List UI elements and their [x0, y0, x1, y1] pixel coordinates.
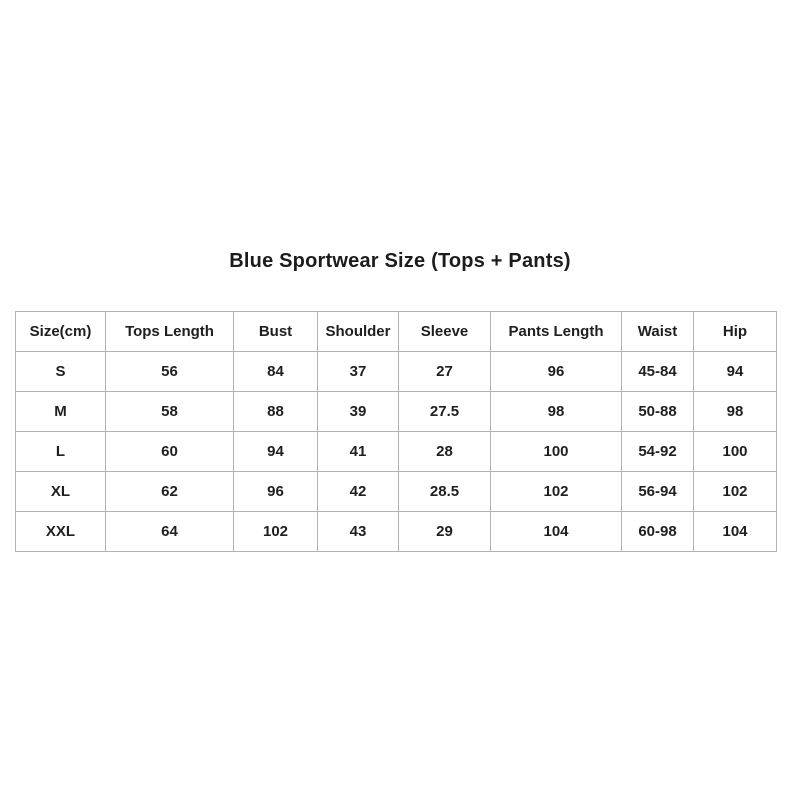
measurement-cell: 94	[233, 431, 318, 472]
measurement-cell: 45-84	[621, 351, 694, 392]
measurement-cell: 42	[317, 471, 399, 512]
column-header: Size(cm)	[15, 311, 106, 352]
measurement-cell: 104	[693, 511, 777, 552]
column-header: Bust	[233, 311, 318, 352]
measurement-cell: 62	[105, 471, 234, 512]
measurement-cell: 56	[105, 351, 234, 392]
measurement-cell: 29	[398, 511, 491, 552]
measurement-cell: 102	[693, 471, 777, 512]
column-header: Shoulder	[317, 311, 399, 352]
measurement-cell: 50-88	[621, 391, 694, 432]
table-row: L 60 94 41 28 100 54-92 100	[15, 431, 777, 472]
measurement-cell: 64	[105, 511, 234, 552]
table-row: XL 62 96 42 28.5 102 56-94 102	[15, 471, 777, 512]
measurement-cell: 37	[317, 351, 399, 392]
measurement-cell: 98	[693, 391, 777, 432]
size-chart-title: Blue Sportwear Size (Tops + Pants)	[229, 250, 571, 272]
measurement-cell: 54-92	[621, 431, 694, 472]
size-label-cell: L	[15, 431, 106, 472]
measurement-cell: 104	[490, 511, 622, 552]
measurement-cell: 28	[398, 431, 491, 472]
measurement-cell: 96	[490, 351, 622, 392]
measurement-cell: 27	[398, 351, 491, 392]
measurement-cell: 28.5	[398, 471, 491, 512]
measurement-cell: 56-94	[621, 471, 694, 512]
measurement-cell: 43	[317, 511, 399, 552]
measurement-cell: 96	[233, 471, 318, 512]
measurement-cell: 102	[233, 511, 318, 552]
table-header-row: Size(cm) Tops Length Bust Shoulder Sleeve Pan…	[15, 311, 777, 352]
measurement-cell: 100	[490, 431, 622, 472]
table-row: M 58 88 39 27.5 98 50-88 98	[15, 391, 777, 432]
measurement-cell: 60	[105, 431, 234, 472]
size-chart-table: Size(cm) Tops Length Bust Shoulder Sleeve Pan…	[15, 311, 777, 552]
size-label-cell: XXL	[15, 511, 106, 552]
size-label-cell: M	[15, 391, 106, 432]
size-label-cell: S	[15, 351, 106, 392]
size-label-cell: XL	[15, 471, 106, 512]
measurement-cell: 98	[490, 391, 622, 432]
measurement-cell: 39	[317, 391, 399, 432]
table-row: XXL 64 102 43 29 104 60-98 104	[15, 511, 777, 552]
table-row: S 56 84 37 27 96 45-84 94	[15, 351, 777, 392]
column-header: Waist	[621, 311, 694, 352]
column-header: Pants Length	[490, 311, 622, 352]
measurement-cell: 102	[490, 471, 622, 512]
measurement-cell: 100	[693, 431, 777, 472]
measurement-cell: 84	[233, 351, 318, 392]
measurement-cell: 41	[317, 431, 399, 472]
column-header: Tops Length	[105, 311, 234, 352]
column-header: Hip	[693, 311, 777, 352]
measurement-cell: 88	[233, 391, 318, 432]
measurement-cell: 58	[105, 391, 234, 432]
measurement-cell: 94	[693, 351, 777, 392]
measurement-cell: 60-98	[621, 511, 694, 552]
column-header: Sleeve	[398, 311, 491, 352]
measurement-cell: 27.5	[398, 391, 491, 432]
